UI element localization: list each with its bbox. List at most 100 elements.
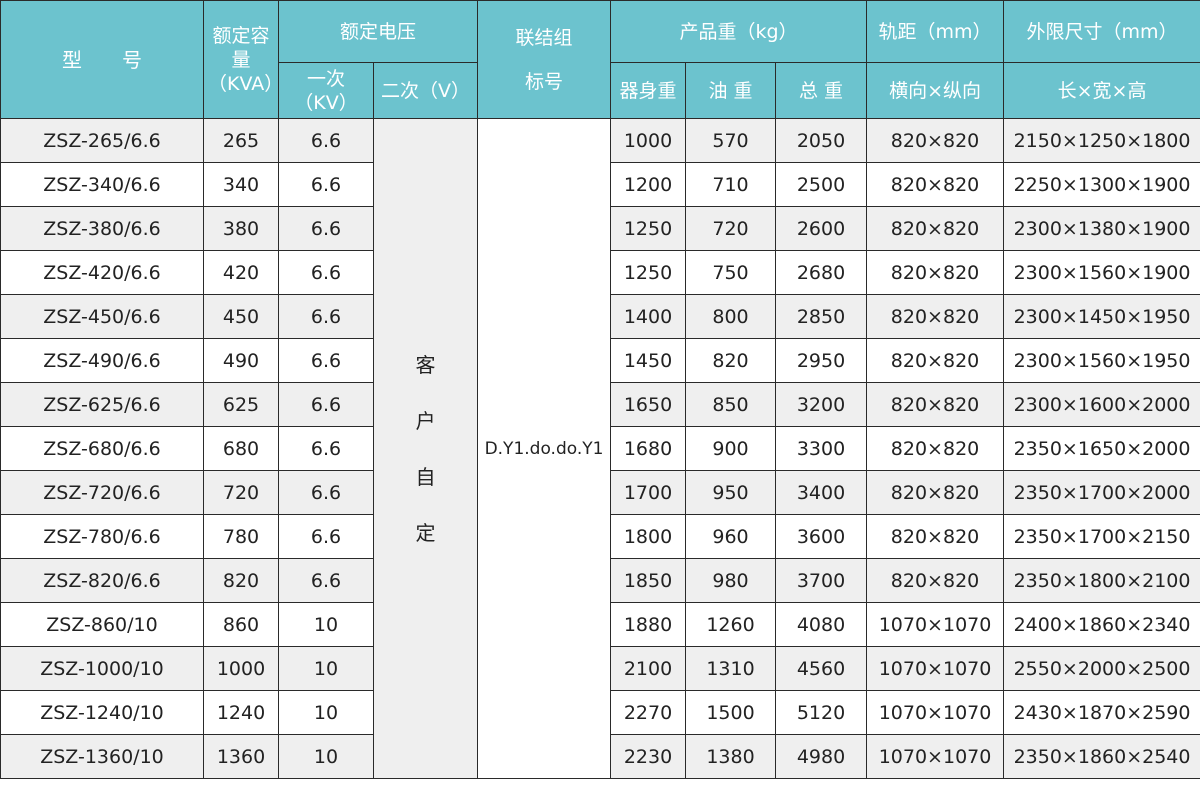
cell-capacity: 490 <box>203 338 279 383</box>
cell-oil-weight: 820 <box>685 338 777 383</box>
cell-model: ZSZ-490/6.6 <box>0 338 204 383</box>
cell-model: ZSZ-780/6.6 <box>0 514 204 559</box>
cell-oil-weight: 1380 <box>685 734 777 779</box>
cell-gauge: 820×820 <box>866 514 1005 559</box>
cell-model: ZSZ-1000/10 <box>0 646 204 691</box>
cell-dimensions: 2300×1600×2000 <box>1003 382 1200 427</box>
cell-primary-voltage: 6.6 <box>278 558 374 603</box>
cell-model: ZSZ-340/6.6 <box>0 162 204 207</box>
cell-capacity: 420 <box>203 250 279 295</box>
cell-primary-voltage: 10 <box>278 734 374 779</box>
cell-body-weight: 1250 <box>610 250 687 295</box>
cell-dimensions: 2300×1380×1900 <box>1003 206 1200 251</box>
cell-model: ZSZ-680/6.6 <box>0 426 204 471</box>
cell-secondary-voltage: 客户自定 <box>372 118 479 779</box>
header-dimensions-sub: 长×宽×高 <box>1003 62 1200 119</box>
cell-gauge: 820×820 <box>866 558 1005 603</box>
cell-gauge: 1070×1070 <box>866 734 1005 779</box>
cell-oil-weight: 750 <box>685 250 777 295</box>
cell-model: ZSZ-450/6.6 <box>0 294 204 339</box>
cell-primary-voltage: 6.6 <box>278 206 374 251</box>
cell-dimensions: 2350×1860×2540 <box>1003 734 1200 779</box>
cell-body-weight: 1680 <box>610 426 687 471</box>
cell-dimensions: 2430×1870×2590 <box>1003 690 1200 735</box>
cell-oil-weight: 980 <box>685 558 777 603</box>
cell-body-weight: 1850 <box>610 558 687 603</box>
cell-oil-weight: 570 <box>685 118 777 163</box>
table-row: ZSZ-720/6.6 720 6.6 1700 950 3400 820×820 2350×… <box>0 470 1200 515</box>
cell-total-weight: 2600 <box>775 206 868 251</box>
secondary-voltage-char: 客 <box>415 352 436 377</box>
cell-capacity: 820 <box>203 558 279 603</box>
cell-model: ZSZ-420/6.6 <box>0 250 204 295</box>
cell-model: ZSZ-820/6.6 <box>0 558 204 603</box>
cell-primary-voltage: 6.6 <box>278 382 374 427</box>
cell-oil-weight: 850 <box>685 382 777 427</box>
cell-body-weight: 1650 <box>610 382 687 427</box>
cell-model: ZSZ-860/10 <box>0 602 204 647</box>
cell-gauge: 820×820 <box>866 470 1005 515</box>
cell-primary-voltage: 6.6 <box>278 294 374 339</box>
header-weight: 产品重（kg） <box>610 0 868 63</box>
cell-primary-voltage: 10 <box>278 646 374 691</box>
table-row: ZSZ-380/6.6 380 6.6 1250 720 2600 820×820 2300×… <box>0 206 1200 251</box>
cell-primary-voltage: 10 <box>278 602 374 647</box>
cell-body-weight: 1250 <box>610 206 687 251</box>
cell-body-weight: 2270 <box>610 690 687 735</box>
cell-capacity: 780 <box>203 514 279 559</box>
cell-total-weight: 3200 <box>775 382 868 427</box>
cell-capacity: 720 <box>203 470 279 515</box>
cell-primary-voltage: 10 <box>278 690 374 735</box>
cell-gauge: 820×820 <box>866 294 1005 339</box>
cell-oil-weight: 710 <box>685 162 777 207</box>
cell-primary-voltage: 6.6 <box>278 250 374 295</box>
cell-total-weight: 3400 <box>775 470 868 515</box>
cell-gauge: 820×820 <box>866 206 1005 251</box>
cell-oil-weight: 960 <box>685 514 777 559</box>
header-primary: 一次（KV） <box>278 62 374 119</box>
table-row: ZSZ-680/6.6 680 6.6 1680 900 3300 820×820 2350×… <box>0 426 1200 471</box>
cell-primary-voltage: 6.6 <box>278 470 374 515</box>
table-row: ZSZ-340/6.6 340 6.6 1200 710 2500 820×820 2250×… <box>0 162 1200 207</box>
cell-capacity: 860 <box>203 602 279 647</box>
cell-gauge: 820×820 <box>866 426 1005 471</box>
cell-body-weight: 1000 <box>610 118 687 163</box>
cell-oil-weight: 1310 <box>685 646 777 691</box>
cell-primary-voltage: 6.6 <box>278 426 374 471</box>
cell-body-weight: 1880 <box>610 602 687 647</box>
cell-total-weight: 2850 <box>775 294 868 339</box>
cell-primary-voltage: 6.6 <box>278 118 374 163</box>
table-row: ZSZ-1360/10 1360 10 2230 1380 4980 1070×1070 23… <box>0 734 1200 779</box>
cell-primary-voltage: 6.6 <box>278 514 374 559</box>
header-dimensions: 外限尺寸（mm） <box>1003 0 1200 63</box>
cell-capacity: 340 <box>203 162 279 207</box>
cell-dimensions: 2350×1650×2000 <box>1003 426 1200 471</box>
cell-capacity: 1000 <box>203 646 279 691</box>
cell-oil-weight: 950 <box>685 470 777 515</box>
cell-dimensions: 2300×1450×1950 <box>1003 294 1200 339</box>
table-row: ZSZ-780/6.6 780 6.6 1800 960 3600 820×820 2350×… <box>0 514 1200 559</box>
cell-total-weight: 3600 <box>775 514 868 559</box>
cell-capacity: 680 <box>203 426 279 471</box>
cell-capacity: 1240 <box>203 690 279 735</box>
cell-dimensions: 2300×1560×1900 <box>1003 250 1200 295</box>
header-oil-weight: 油 重 <box>685 62 777 119</box>
table-row: ZSZ-625/6.6 625 6.6 1650 850 3200 820×820 2300×… <box>0 382 1200 427</box>
cell-model: ZSZ-1240/10 <box>0 690 204 735</box>
cell-oil-weight: 800 <box>685 294 777 339</box>
header-connection-group: 联结组标号 <box>477 0 612 119</box>
cell-oil-weight: 1500 <box>685 690 777 735</box>
cell-dimensions: 2400×1860×2340 <box>1003 602 1200 647</box>
cell-primary-voltage: 6.6 <box>278 338 374 383</box>
cell-primary-voltage: 6.6 <box>278 162 374 207</box>
cell-gauge: 1070×1070 <box>866 602 1005 647</box>
cell-model: ZSZ-625/6.6 <box>0 382 204 427</box>
secondary-voltage-char: 自 <box>415 464 436 489</box>
header-capacity: 额定容量（KVA） <box>203 0 283 119</box>
cell-total-weight: 2500 <box>775 162 868 207</box>
header-body-weight: 器身重 <box>610 62 687 119</box>
header-gauge-sub: 横向×纵向 <box>866 62 1005 119</box>
cell-gauge: 820×820 <box>866 250 1005 295</box>
cell-body-weight: 2100 <box>610 646 687 691</box>
